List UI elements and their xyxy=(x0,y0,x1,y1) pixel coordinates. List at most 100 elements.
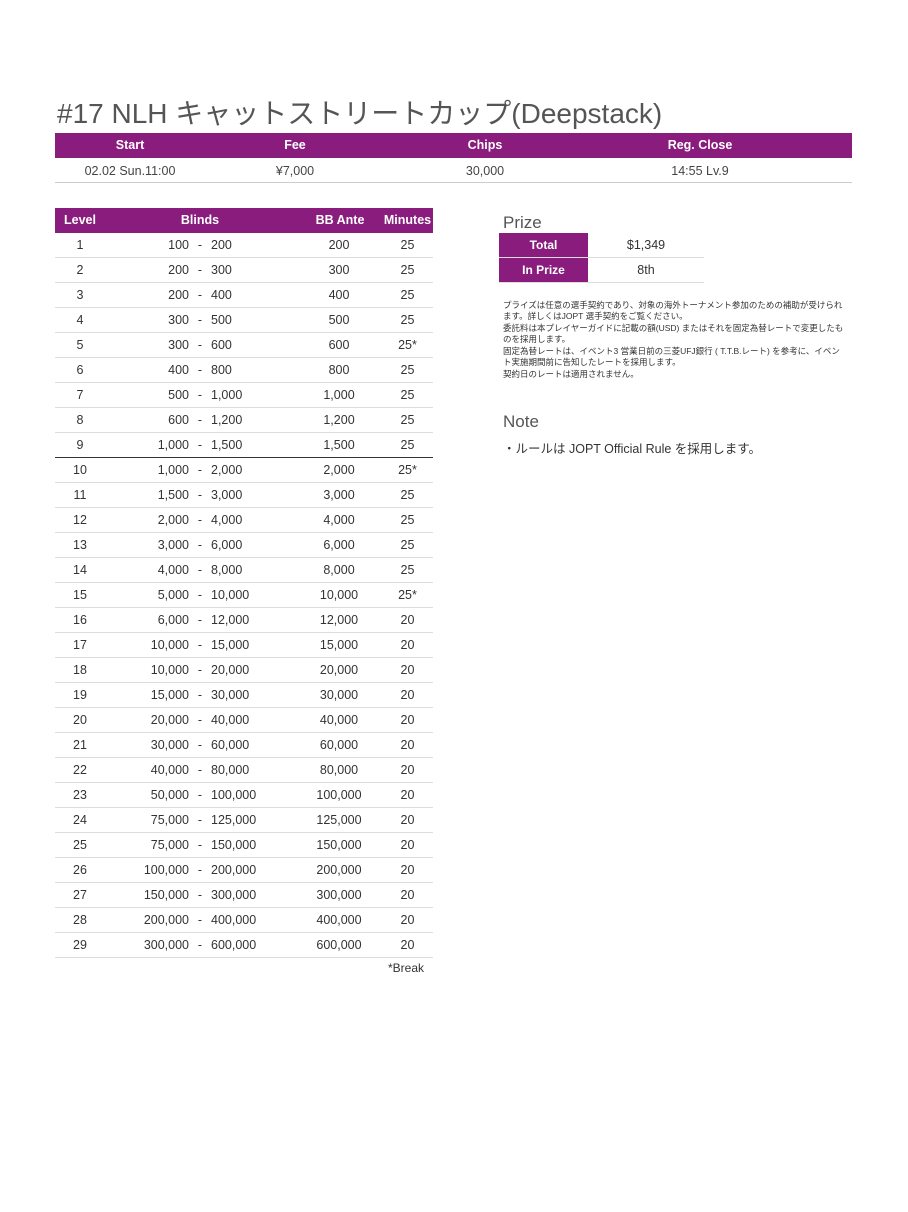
minutes: 20 xyxy=(400,938,415,952)
minutes: 25 xyxy=(400,538,415,552)
bb-ante: 100,000 xyxy=(316,788,362,802)
blinds-row: 2 200-300 300 25 xyxy=(55,258,433,283)
separator: - xyxy=(197,388,203,402)
separator: - xyxy=(197,713,203,727)
separator: - xyxy=(197,263,203,277)
bb-ante: 80,000 xyxy=(319,763,359,777)
minutes: 20 xyxy=(400,913,415,927)
level: 4 xyxy=(76,313,84,327)
small-blind: 300 xyxy=(168,313,189,327)
big-blind: 12,000 xyxy=(211,613,250,627)
level: 17 xyxy=(73,638,87,652)
info-header-cell: Reg. Close xyxy=(667,138,733,152)
blinds-row: 9 1,000-1,500 1,500 25 xyxy=(55,433,433,458)
small-blind: 10,000 xyxy=(150,638,189,652)
big-blind: 15,000 xyxy=(211,638,250,652)
big-blind: 3,000 xyxy=(211,488,243,502)
blinds-row: 25 75,000-150,000 150,000 20 xyxy=(55,833,433,858)
small-blind: 1,500 xyxy=(157,488,189,502)
big-blind: 80,000 xyxy=(211,763,250,777)
small-blind: 600 xyxy=(168,413,189,427)
big-blind: 150,000 xyxy=(211,838,257,852)
blinds-row: 24 75,000-125,000 125,000 20 xyxy=(55,808,433,833)
level: 10 xyxy=(73,463,87,477)
big-blind: 500 xyxy=(211,313,232,327)
separator: - xyxy=(197,638,203,652)
minutes: 20 xyxy=(400,813,415,827)
level: 1 xyxy=(76,238,84,252)
blinds-row: 6 400-800 800 25 xyxy=(55,358,433,383)
big-blind: 4,000 xyxy=(211,513,243,527)
small-blind: 200,000 xyxy=(143,913,189,927)
minutes: 25 xyxy=(400,513,415,527)
separator: - xyxy=(197,688,203,702)
separator: - xyxy=(197,663,203,677)
separator: - xyxy=(197,763,203,777)
level: 24 xyxy=(73,813,87,827)
level: 27 xyxy=(73,888,87,902)
level: 16 xyxy=(73,613,87,627)
blinds-row: 17 10,000-15,000 15,000 20 xyxy=(55,633,433,658)
blinds-row: 20 20,000-40,000 40,000 20 xyxy=(55,708,433,733)
minutes: 25 xyxy=(400,288,415,302)
bb-ante: 200 xyxy=(328,238,350,252)
separator: - xyxy=(197,238,203,252)
bb-ante: 200,000 xyxy=(316,863,362,877)
bb-ante: 400 xyxy=(328,288,350,302)
bb-ante: 150,000 xyxy=(316,838,362,852)
small-blind: 1,000 xyxy=(157,438,189,452)
level: 20 xyxy=(73,713,87,727)
blinds-row: 18 10,000-20,000 20,000 20 xyxy=(55,658,433,683)
separator: - xyxy=(197,438,203,452)
blinds-header: Level Blinds BB Ante Minutes xyxy=(55,208,433,233)
level: 12 xyxy=(73,513,87,527)
prize-label: Total xyxy=(499,233,588,257)
minutes: 25 xyxy=(400,388,415,402)
blinds-row: 7 500-1,000 1,000 25 xyxy=(55,383,433,408)
info-header-cell: Start xyxy=(115,138,145,152)
small-blind: 500 xyxy=(168,388,189,402)
bb-ante: 300,000 xyxy=(316,888,362,902)
blinds-row: 3 200-400 400 25 xyxy=(55,283,433,308)
minutes: 25 xyxy=(400,238,415,252)
info-row: 02.02 Sun.11:00 ¥7,000 30,000 14:55 Lv.9 xyxy=(55,158,852,183)
blinds-row: 19 15,000-30,000 30,000 20 xyxy=(55,683,433,708)
blinds-row: 27 150,000-300,000 300,000 20 xyxy=(55,883,433,908)
level: 8 xyxy=(76,413,84,427)
bb-ante: 12,000 xyxy=(319,613,359,627)
minutes: 20 xyxy=(400,738,415,752)
minutes: 20 xyxy=(400,838,415,852)
big-blind: 10,000 xyxy=(211,588,250,602)
bb-ante: 1,500 xyxy=(323,438,355,452)
bb-ante: 600 xyxy=(328,338,350,352)
blinds-row: 8 600-1,200 1,200 25 xyxy=(55,408,433,433)
minutes: 20 xyxy=(400,613,415,627)
big-blind: 1,000 xyxy=(211,388,243,402)
blinds-row: 1 100-200 200 25 xyxy=(55,233,433,258)
big-blind: 400,000 xyxy=(211,913,257,927)
big-blind: 300 xyxy=(211,263,232,277)
level: 11 xyxy=(73,488,87,502)
level: 23 xyxy=(73,788,87,802)
separator: - xyxy=(197,863,203,877)
separator: - xyxy=(197,813,203,827)
blinds-row: 13 3,000-6,000 6,000 25 xyxy=(55,533,433,558)
bb-ante: 40,000 xyxy=(319,713,359,727)
separator: - xyxy=(197,588,203,602)
separator: - xyxy=(197,738,203,752)
level: 13 xyxy=(73,538,87,552)
big-blind: 800 xyxy=(211,363,232,377)
separator: - xyxy=(197,838,203,852)
blinds-row: 14 4,000-8,000 8,000 25 xyxy=(55,558,433,583)
bb-ante: 15,000 xyxy=(319,638,359,652)
big-blind: 8,000 xyxy=(211,563,243,577)
separator: - xyxy=(197,563,203,577)
prize-label: In Prize xyxy=(499,258,588,282)
bb-ante: 125,000 xyxy=(316,813,362,827)
big-blind: 200 xyxy=(211,238,232,252)
level: 15 xyxy=(73,588,87,602)
blinds-header-cell: Blinds xyxy=(180,213,220,227)
level: 2 xyxy=(76,263,84,277)
info-cell: 02.02 Sun.11:00 xyxy=(84,164,176,178)
level: 9 xyxy=(76,438,84,452)
